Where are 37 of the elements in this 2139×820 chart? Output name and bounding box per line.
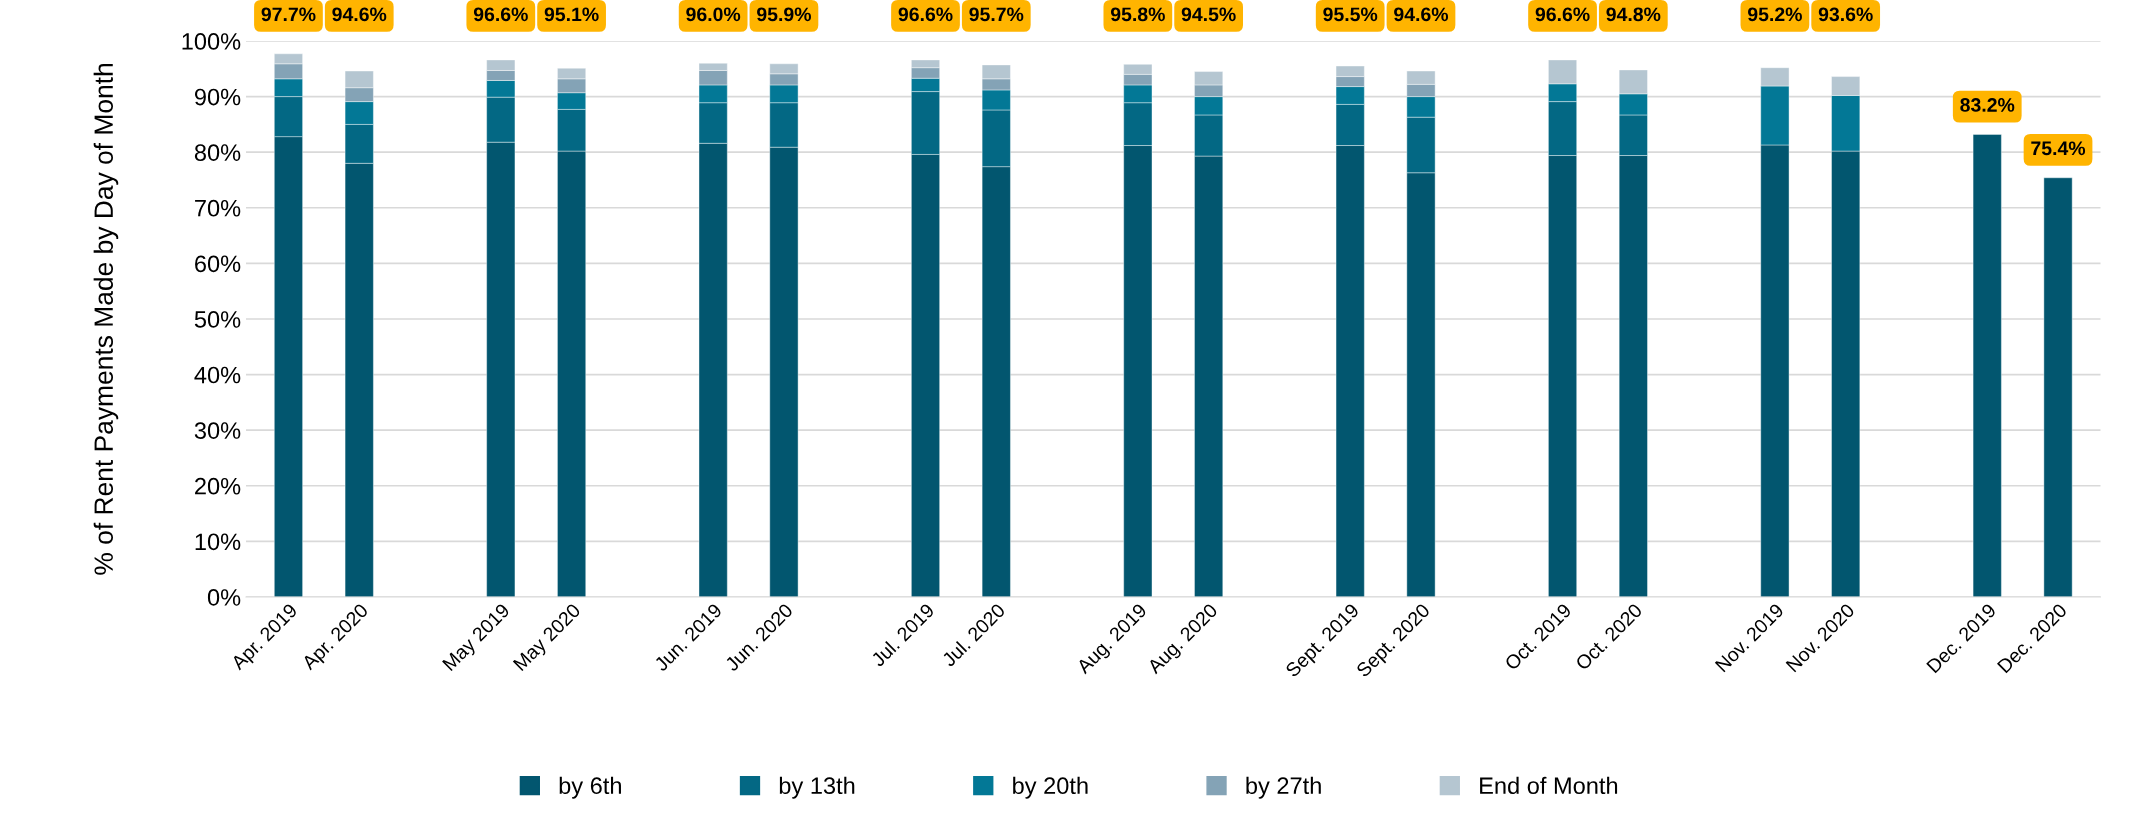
y-tick-label: 30% [194, 422, 241, 439]
y-tick-label: 20% [195, 477, 241, 495]
total-label: 96.6% [473, 7, 528, 22]
legend-label: by 27th [1246, 776, 1321, 799]
total-label: 83.2% [1960, 98, 2015, 112]
y-tick-label: 70% [195, 199, 241, 217]
y-tick-label: 0% [207, 589, 241, 606]
total-label: 94.5% [1181, 7, 1236, 22]
bar [2043, 177, 2073, 597]
y-tick-label: 50% [194, 311, 241, 328]
total-label: 96.6% [1535, 7, 1590, 22]
total-label: 96.6% [898, 7, 953, 22]
y-tick-label: 10% [195, 533, 241, 551]
y-tick-label: 90% [194, 88, 241, 106]
total-label: 95.5% [1323, 7, 1378, 22]
total-label: 97.7% [261, 7, 316, 22]
total-label: 96.0% [686, 7, 741, 22]
total-label: 94.6% [332, 7, 387, 22]
y-tick-label: 60% [195, 255, 241, 273]
total-label: 75.4% [2031, 141, 2086, 156]
bar [1972, 134, 2002, 597]
total-label: 95.1% [544, 7, 599, 22]
y-axis-title: % of Rent Payments Made by Day of Month [93, 64, 119, 575]
total-label: 95.8% [1110, 7, 1165, 22]
total-label: 94.6% [1394, 7, 1449, 22]
total-label: 93.6% [1818, 7, 1873, 22]
legend-label: by 20th [1013, 776, 1088, 799]
y-tick-label: 40% [194, 366, 241, 384]
total-label: 95.7% [969, 7, 1024, 22]
total-label: 95.9% [757, 7, 811, 22]
total-label: 95.2% [1748, 7, 1802, 22]
legend-label: by 13th [779, 776, 855, 799]
legend-label: by 6th [559, 776, 621, 799]
y-tick-label: 80% [194, 144, 241, 161]
y-tick-label: 100% [182, 33, 241, 50]
legend-label: End of Month [1480, 776, 1618, 795]
total-label: 94.8% [1606, 7, 1661, 22]
